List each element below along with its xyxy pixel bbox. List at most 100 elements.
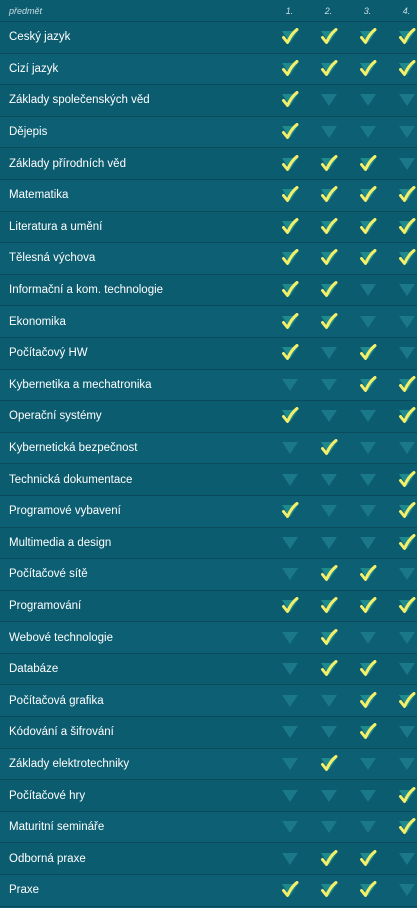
triangle-down-icon xyxy=(398,726,415,739)
year-4-header: 4. xyxy=(402,5,411,16)
year-4-cell xyxy=(387,155,417,173)
triangle-down-icon xyxy=(320,126,337,139)
year-2-header: 2. xyxy=(324,5,333,16)
year-2-cell xyxy=(309,787,348,805)
triangle-down-icon xyxy=(281,536,298,549)
check-icon xyxy=(281,249,298,266)
year-3-cell xyxy=(348,281,387,299)
year-2-cell xyxy=(309,565,348,583)
year-4-cell xyxy=(387,249,417,267)
year-3-cell xyxy=(348,407,387,425)
year-1-cell xyxy=(270,629,309,647)
check-icon xyxy=(398,502,415,519)
check-icon xyxy=(398,375,415,392)
check-icon xyxy=(281,91,298,108)
year-1-cell xyxy=(270,755,309,773)
year-4-cell xyxy=(387,660,417,678)
triangle-down-icon xyxy=(398,757,415,770)
check-icon xyxy=(281,502,298,519)
check-icon xyxy=(359,344,376,361)
table-row: Literatura a umění xyxy=(0,211,417,244)
subject-name: Český jazyk xyxy=(9,31,71,44)
check-icon xyxy=(320,596,337,613)
year-2-cell xyxy=(309,723,348,741)
check-icon xyxy=(359,59,376,76)
check-icon xyxy=(359,596,376,613)
triangle-down-icon xyxy=(281,789,298,802)
check-icon xyxy=(398,186,415,203)
subject-name: Maturitní semináře xyxy=(9,821,105,834)
table-row: Programové vybavení xyxy=(0,495,417,528)
year-1-header: 1. xyxy=(285,5,294,16)
year-2-cell xyxy=(309,59,348,78)
check-icon xyxy=(398,533,415,550)
year-2-cell xyxy=(309,344,348,362)
year-2-cell xyxy=(309,754,348,773)
table-row: Počítačové sítě xyxy=(0,559,417,591)
year-2-cell xyxy=(309,849,348,868)
check-icon xyxy=(320,59,337,76)
triangle-down-icon xyxy=(281,852,298,865)
year-3-cell xyxy=(348,502,387,520)
table-row: Webové technologie xyxy=(0,622,417,654)
check-icon xyxy=(320,312,337,329)
triangle-down-icon xyxy=(398,157,415,170)
check-icon xyxy=(398,596,415,613)
check-icon xyxy=(320,249,337,266)
triangle-down-icon xyxy=(398,442,415,455)
triangle-down-icon xyxy=(281,694,298,707)
triangle-down-icon xyxy=(359,442,376,455)
subject-name: Odborná praxe xyxy=(9,852,86,865)
check-icon xyxy=(320,660,337,677)
year-3-cell xyxy=(348,596,387,615)
check-icon xyxy=(398,786,415,803)
table-row: Multimedia a design xyxy=(0,527,417,560)
year-4-cell xyxy=(387,596,417,615)
table-row: Informační a kom. technologie xyxy=(0,274,417,307)
subject-name: Programování xyxy=(9,599,82,612)
year-3-cell xyxy=(348,186,387,204)
year-1-cell xyxy=(270,312,309,331)
year-4-cell xyxy=(387,439,417,457)
triangle-down-icon xyxy=(398,347,415,360)
check-icon xyxy=(320,281,337,298)
table-row: Základy přírodních věd xyxy=(0,148,417,180)
table-row: Český jazyk xyxy=(0,22,417,54)
triangle-down-icon xyxy=(398,884,415,897)
subject-name: Literatura a umění xyxy=(9,220,103,233)
year-4-cell xyxy=(387,344,417,362)
check-icon xyxy=(359,849,376,866)
subject-name: Informační a kom. technologie xyxy=(9,284,164,297)
year-2-cell xyxy=(309,186,348,204)
table-row: Počítačová grafika xyxy=(0,685,417,718)
year-4-cell xyxy=(387,691,417,710)
year-4-cell xyxy=(387,186,417,204)
check-icon xyxy=(359,691,376,708)
subject-column-header: předmět xyxy=(9,5,43,16)
year-1-cell xyxy=(270,439,309,457)
subject-name: Počítačové hry xyxy=(9,789,86,802)
year-4-cell xyxy=(387,59,417,78)
year-3-cell xyxy=(348,313,387,331)
year-4-cell xyxy=(387,502,417,520)
table-header: předmět 1. 2. 3. 4. xyxy=(0,0,417,22)
check-icon xyxy=(320,754,337,771)
triangle-down-icon xyxy=(320,505,337,518)
table-row: Dějepis xyxy=(0,116,417,149)
year-3-cell xyxy=(348,154,387,173)
subject-name: Kybernetika a mechatronika xyxy=(9,378,152,391)
triangle-down-icon xyxy=(281,442,298,455)
year-1-cell xyxy=(270,186,309,204)
subject-name: Základy elektrotechniky xyxy=(9,757,130,770)
check-icon xyxy=(320,154,337,171)
check-icon xyxy=(281,281,298,298)
year-1-cell xyxy=(270,881,309,899)
triangle-down-icon xyxy=(320,536,337,549)
year-4-cell xyxy=(387,28,417,46)
triangle-down-icon xyxy=(281,663,298,676)
check-icon xyxy=(359,881,376,898)
year-2-cell xyxy=(309,28,348,46)
triangle-down-icon xyxy=(398,568,415,581)
year-3-cell xyxy=(348,59,387,78)
year-3-cell xyxy=(348,471,387,489)
